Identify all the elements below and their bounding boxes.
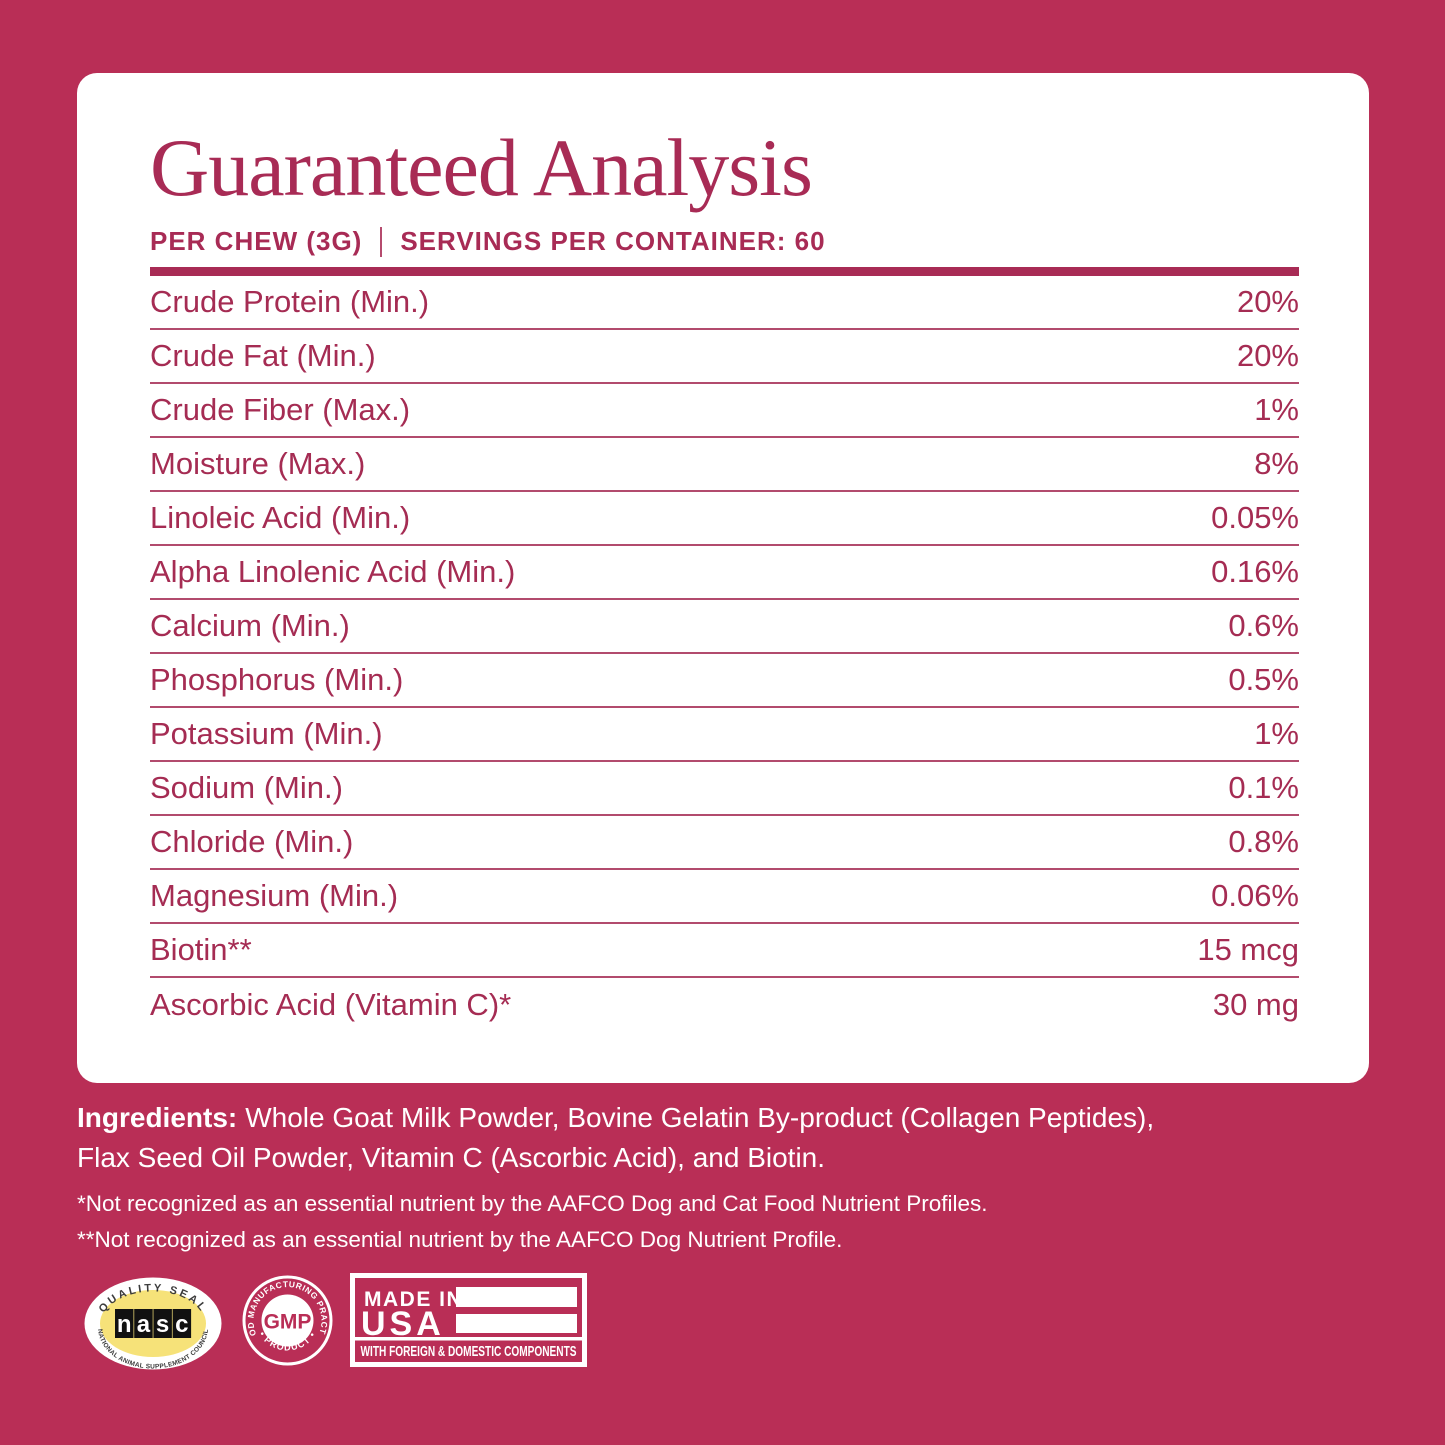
nutrient-label: Moisture (Max.): [150, 446, 366, 481]
table-row: Alpha Linolenic Acid (Min.) 0.16%: [150, 546, 1299, 600]
ingredients-line-1: Ingredients: Whole Goat Milk Powder, Bovi…: [77, 1098, 1342, 1138]
nasc-letter: s: [156, 1311, 169, 1338]
ingredients-line-2: Flax Seed Oil Powder, Vitamin C (Ascorbi…: [77, 1141, 826, 1173]
nutrient-label: Alpha Linolenic Acid (Min.): [150, 554, 516, 589]
table-row: Phosphorus (Min.) 0.5%: [150, 654, 1299, 708]
nasc-letter: n: [117, 1311, 132, 1338]
table-row: Crude Protein (Min.) 20%: [150, 276, 1299, 330]
nutrient-value: 0.16%: [1211, 554, 1299, 589]
footnotes-section: *Not recognized as an essential nutrient…: [77, 1186, 1342, 1259]
servings-per-container-label: SERVINGS PER CONTAINER: 60: [400, 226, 826, 256]
table-row: Crude Fiber (Max.) 1%: [150, 384, 1299, 438]
usa-stripe: [456, 1314, 577, 1333]
ingredients-section: Ingredients: Whole Goat Milk Powder, Bovi…: [77, 1098, 1342, 1178]
usa-stripe: [456, 1287, 577, 1307]
table-row: Magnesium (Min.) 0.06%: [150, 870, 1299, 924]
table-row: Calcium (Min.) 0.6%: [150, 600, 1299, 654]
nutrient-value: 1%: [1254, 716, 1299, 751]
nutrient-value: 0.6%: [1228, 608, 1299, 643]
nasc-wordmark: n a s c: [115, 1309, 192, 1338]
nutrient-label: Sodium (Min.): [150, 770, 343, 805]
nasc-letter: a: [137, 1311, 151, 1338]
nutrient-label: Linoleic Acid (Min.): [150, 500, 411, 535]
ingredients-text-1: Whole Goat Milk Powder, Bovine Gelatin B…: [245, 1102, 1155, 1133]
nutrient-label: Phosphorus (Min.): [150, 662, 404, 697]
footnote-1: *Not recognized as an essential nutrient…: [77, 1191, 988, 1216]
gmp-badge-icon: GOOD MANUFACTURING PRACTICE • PRODUCT • …: [241, 1274, 333, 1366]
usa-made-in-text: MADE IN: [364, 1288, 463, 1311]
subtitle-divider: [380, 226, 383, 257]
usa-divider: [355, 1337, 582, 1341]
nutrient-value: 1%: [1254, 392, 1299, 427]
nutrient-label: Biotin**: [150, 932, 252, 967]
usa-caption-text: WITH FOREIGN & DOMESTIC COMPONENTS: [361, 1343, 577, 1360]
table-row: Biotin** 15 mcg: [150, 924, 1299, 978]
table-row: Linoleic Acid (Min.) 0.05%: [150, 492, 1299, 546]
nasc-quality-seal-icon: QUALITY SEAL n a s c NATIONAL ANIMAL SUP…: [84, 1277, 222, 1370]
page-title: Guaranteed Analysis: [150, 122, 813, 213]
nutrient-label: Potassium (Min.): [150, 716, 383, 751]
nutrient-value: 30 mg: [1212, 987, 1299, 1022]
nutrient-label: Crude Protein (Min.): [150, 284, 430, 319]
table-row: Ascorbic Acid (Vitamin C)* 30 mg: [150, 978, 1299, 1032]
usa-text: USA: [361, 1305, 445, 1343]
nutrient-label: Magnesium (Min.): [150, 878, 399, 913]
nutrient-value: 20%: [1236, 338, 1299, 373]
nutrient-value: 15 mcg: [1197, 932, 1299, 967]
table-row: Crude Fat (Min.) 20%: [150, 330, 1299, 384]
gmp-center-text: GMP: [264, 1311, 312, 1334]
nutrient-label: Crude Fat (Min.): [150, 338, 376, 373]
table-row: Chloride (Min.) 0.8%: [150, 816, 1299, 870]
nutrient-value: 0.06%: [1211, 878, 1299, 913]
nutrient-value: 8%: [1254, 446, 1299, 481]
guaranteed-analysis-card: Guaranteed Analysis PER CHEW (3G) SERVIN…: [77, 73, 1369, 1083]
nasc-letter: c: [175, 1311, 188, 1338]
footnote-2: **Not recognized as an essential nutrien…: [77, 1227, 843, 1253]
nutrient-label: Calcium (Min.): [150, 608, 350, 643]
nutrient-label: Chloride (Min.): [150, 824, 354, 859]
nutrient-label: Crude Fiber (Max.): [150, 392, 411, 427]
ingredients-label: Ingredients:: [77, 1102, 238, 1133]
serving-info: PER CHEW (3G) SERVINGS PER CONTAINER: 60: [150, 226, 1299, 257]
table-top-rule: [150, 267, 1299, 276]
table-row: Potassium (Min.) 1%: [150, 708, 1299, 762]
made-in-usa-badge-icon: MADE IN USA WITH FOREIGN & DOMESTIC COMP…: [350, 1273, 587, 1367]
nutrient-value: 0.05%: [1211, 500, 1299, 535]
table-row: Moisture (Max.) 8%: [150, 438, 1299, 492]
table-row: Sodium (Min.) 0.1%: [150, 762, 1299, 816]
nutrient-label: Ascorbic Acid (Vitamin C)*: [150, 987, 512, 1022]
nutrient-value: 0.1%: [1228, 770, 1299, 805]
nutrient-value: 20%: [1236, 284, 1299, 319]
nutrient-value: 0.8%: [1228, 824, 1299, 859]
nutrient-value: 0.5%: [1228, 662, 1299, 697]
analysis-table: Crude Protein (Min.) 20% Crude Fat (Min.…: [150, 276, 1299, 1032]
per-chew-label: PER CHEW (3G): [150, 226, 363, 256]
